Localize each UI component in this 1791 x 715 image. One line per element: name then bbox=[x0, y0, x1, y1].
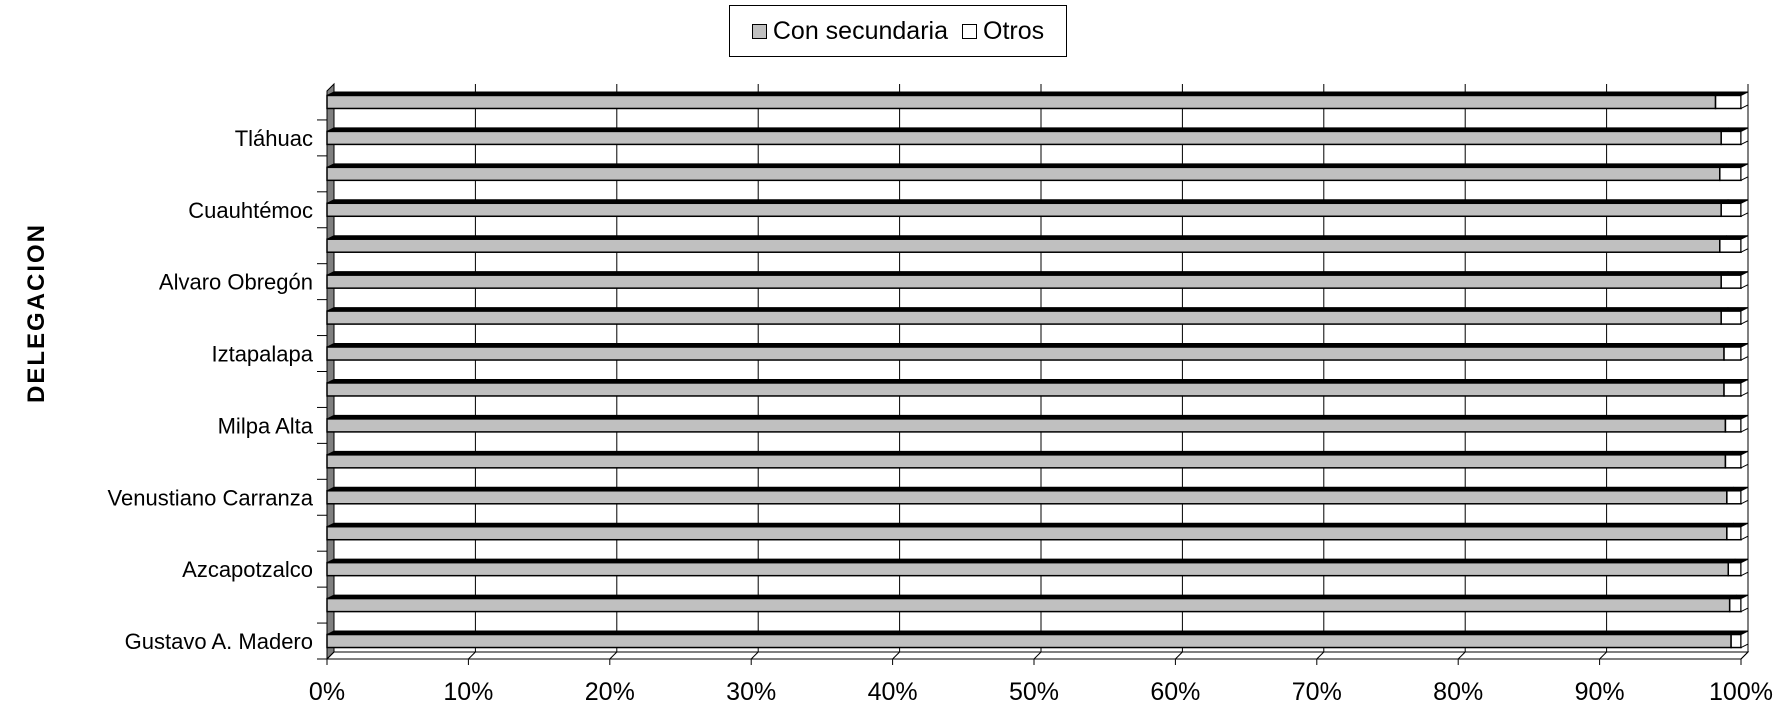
y-tick-label: Alvaro Obregón bbox=[159, 270, 313, 295]
bar-con-secundaria bbox=[326, 346, 1725, 361]
bar-side-face bbox=[1740, 127, 1749, 146]
y-tick-label: Cuauhtémoc bbox=[188, 198, 313, 223]
bar-side-face bbox=[1740, 342, 1749, 361]
legend-item-con-secundaria: Con secundaria bbox=[751, 16, 948, 46]
x-grid-floor-line bbox=[1175, 651, 1183, 660]
bar-con-secundaria bbox=[326, 310, 1722, 325]
x-grid-floor-line bbox=[1740, 651, 1749, 660]
bar-con-secundaria bbox=[326, 561, 1730, 577]
bar-otros bbox=[1728, 597, 1742, 613]
bar-otros bbox=[1723, 346, 1742, 361]
bar-side-face bbox=[1740, 630, 1749, 649]
bar-otros bbox=[1720, 274, 1742, 289]
bar-otros bbox=[1720, 310, 1742, 325]
bar-otros bbox=[1726, 490, 1742, 505]
x-tick-label: 10% bbox=[443, 678, 493, 706]
x-tick-label: 0% bbox=[309, 678, 345, 706]
legend-item-otros: Otros bbox=[962, 17, 1044, 46]
x-tick-label: 60% bbox=[1150, 678, 1200, 706]
x-tick-label: 80% bbox=[1433, 678, 1483, 706]
x-grid-floor-line bbox=[1316, 651, 1325, 660]
bar-con-secundaria bbox=[326, 94, 1717, 110]
bar-con-secundaria bbox=[326, 633, 1732, 649]
bar-con-secundaria bbox=[326, 454, 1727, 469]
bar-otros bbox=[1724, 454, 1742, 469]
bar-otros bbox=[1726, 525, 1742, 541]
bar-otros bbox=[1714, 94, 1742, 110]
chart-legend: Con secundaria Otros bbox=[729, 5, 1067, 57]
bar-side-face bbox=[1740, 198, 1749, 218]
bar-otros bbox=[1720, 130, 1742, 146]
bar-otros bbox=[1730, 633, 1742, 649]
bar-con-secundaria bbox=[326, 202, 1722, 218]
y-tick-label: Tláhuac bbox=[235, 126, 313, 151]
bar-side-face bbox=[1740, 378, 1749, 397]
x-tick-label: 70% bbox=[1292, 678, 1342, 706]
bar-otros bbox=[1724, 418, 1742, 433]
bar-con-secundaria bbox=[326, 238, 1721, 253]
x-grid-floor-line bbox=[1457, 651, 1466, 660]
bar-side-face bbox=[1740, 522, 1749, 541]
x-grid-floor-line bbox=[326, 651, 335, 660]
bar-con-secundaria bbox=[326, 166, 1721, 182]
x-tick-label: 30% bbox=[726, 678, 776, 706]
bar-otros bbox=[1719, 238, 1742, 253]
y-tick-label: Gustavo A. Madero bbox=[125, 629, 313, 654]
legend-swatch-otros bbox=[962, 23, 977, 39]
bar-side-face bbox=[1740, 486, 1749, 505]
y-tick-label: Azcapotzalco bbox=[182, 557, 313, 582]
y-tick-label: Milpa Alta bbox=[218, 413, 314, 438]
bar-side-face bbox=[1740, 450, 1749, 469]
bar-side-face bbox=[1740, 163, 1749, 182]
bar-side-face bbox=[1740, 91, 1749, 110]
bar-con-secundaria bbox=[326, 597, 1731, 613]
bar-side-face bbox=[1740, 414, 1749, 433]
bar-con-secundaria bbox=[326, 418, 1727, 433]
x-tick-label: 40% bbox=[868, 678, 918, 706]
x-tick-label: 90% bbox=[1575, 678, 1625, 706]
x-tick-label: 50% bbox=[1009, 678, 1059, 706]
bar-con-secundaria bbox=[326, 525, 1728, 541]
y-axis-title: DELEGACION bbox=[23, 222, 50, 403]
bar-otros bbox=[1719, 166, 1742, 182]
legend-label-con-secundaria: Con secundaria bbox=[772, 16, 948, 45]
legend-label-otros: Otros bbox=[983, 16, 1045, 45]
x-grid-floor-line bbox=[892, 651, 900, 660]
bar-con-secundaria bbox=[326, 490, 1728, 505]
bar-con-secundaria bbox=[326, 130, 1722, 146]
x-tick-label: 20% bbox=[585, 678, 635, 706]
x-grid-floor-line bbox=[1599, 651, 1607, 660]
bar-con-secundaria bbox=[326, 274, 1722, 289]
x-grid-floor-line bbox=[609, 651, 618, 660]
x-tick-label: 100% bbox=[1709, 678, 1773, 706]
bar-otros bbox=[1727, 561, 1742, 577]
bar-side-face bbox=[1740, 594, 1749, 613]
bar-otros bbox=[1723, 382, 1742, 397]
bar-side-face bbox=[1740, 234, 1749, 254]
y-tick-label: Iztapalapa bbox=[211, 342, 313, 367]
bar-con-secundaria bbox=[326, 382, 1725, 397]
legend-swatch-con-secundaria bbox=[751, 23, 767, 39]
x-grid-floor-line bbox=[468, 651, 476, 660]
bar-side-face bbox=[1740, 270, 1749, 289]
bar-otros bbox=[1720, 202, 1742, 218]
y-tick-label: Venustiano Carranza bbox=[108, 485, 314, 510]
bar-side-face bbox=[1740, 306, 1749, 325]
x-grid-floor-line bbox=[750, 651, 759, 660]
x-grid-floor-line bbox=[1033, 651, 1042, 660]
bar-side-face bbox=[1740, 558, 1749, 577]
